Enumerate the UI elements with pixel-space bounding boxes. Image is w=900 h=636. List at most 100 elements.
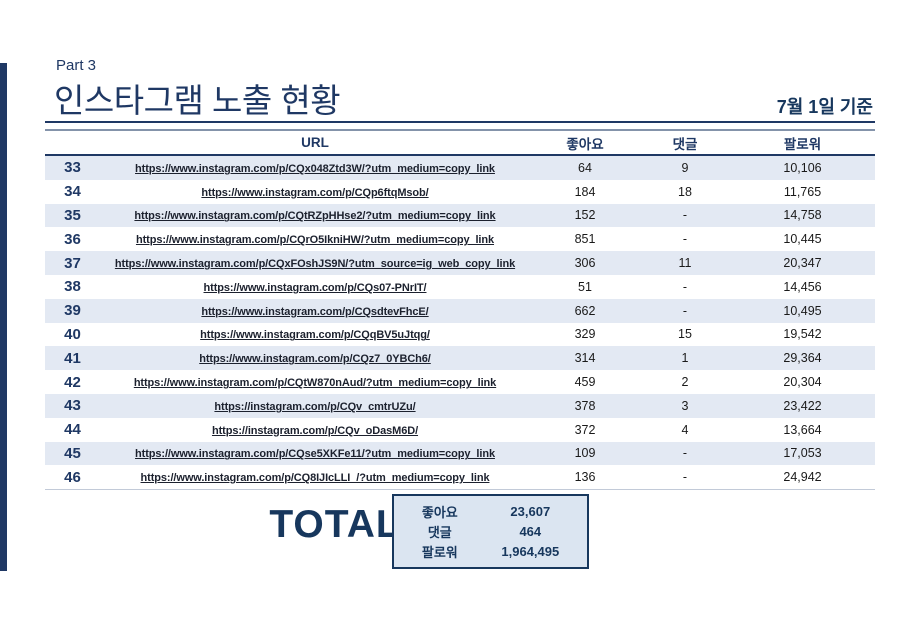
table-row: 41 https://www.instagram.com/p/CQz7_0YBC… <box>45 346 875 371</box>
row-number: 35 <box>64 206 81 224</box>
post-url-link[interactable]: https://instagram.com/p/CQv_cmtrUZu/ <box>214 400 416 413</box>
row-number: 34 <box>64 183 81 201</box>
table-row: 45 https://www.instagram.com/p/CQse5XKFe… <box>45 441 875 466</box>
post-url-link[interactable]: https://instagram.com/p/CQv_oDasM6D/ <box>211 424 419 437</box>
followers-value: 10,445 <box>783 232 822 247</box>
followers-value: 29,364 <box>783 351 822 366</box>
row-number: 44 <box>64 421 81 439</box>
comments-value: - <box>682 303 688 318</box>
row-number: 36 <box>64 230 81 248</box>
post-url-link[interactable]: https://www.instagram.com/p/CQsdtevFhcE/ <box>201 305 429 318</box>
post-url-link[interactable]: https://www.instagram.com/p/CQxFOshJS9N/… <box>114 258 516 271</box>
likes-value: 851 <box>574 232 596 247</box>
table-row: 38 https://www.instagram.com/p/CQs07-PNr… <box>45 275 875 299</box>
table-row: 34 https://www.instagram.com/p/CQp6ftqMs… <box>45 180 875 204</box>
row-number: 33 <box>64 159 81 177</box>
comments-value: 2 <box>681 375 689 390</box>
followers-value: 11,765 <box>783 184 822 199</box>
header-followers: 팔로워 <box>783 136 822 152</box>
table-header-row: URL 좋아요 댓글 팔로워 <box>45 129 875 156</box>
row-number: 40 <box>64 325 81 343</box>
total-metric-label: 댓글 <box>427 524 452 540</box>
title-underline <box>45 121 875 123</box>
row-number: 42 <box>64 373 81 391</box>
followers-value: 13,664 <box>783 422 822 437</box>
followers-value: 20,304 <box>783 375 822 390</box>
followers-value: 10,495 <box>783 303 822 318</box>
table-row: 33 https://www.instagram.com/p/CQx048Ztd… <box>45 156 875 180</box>
likes-value: 306 <box>574 256 596 271</box>
total-metric-value: 1,964,495 <box>501 544 560 560</box>
followers-value: 17,053 <box>783 446 822 461</box>
likes-value: 51 <box>578 279 592 294</box>
row-number: 43 <box>64 397 81 415</box>
likes-value: 152 <box>574 208 596 223</box>
likes-value: 662 <box>574 303 596 318</box>
page-title: 인스타그램 노출 현황 <box>54 82 341 119</box>
comments-value: - <box>682 232 688 247</box>
comments-value: - <box>682 470 688 485</box>
table-body: 33 https://www.instagram.com/p/CQx048Ztd… <box>45 156 875 491</box>
total-row: 댓글 464 <box>400 522 581 541</box>
followers-value: 10,106 <box>783 160 822 175</box>
followers-value: 23,422 <box>783 398 822 413</box>
comments-value: - <box>682 446 688 461</box>
row-number: 45 <box>64 444 81 462</box>
table-row: 36 https://www.instagram.com/p/CQrO5Ikni… <box>45 227 875 251</box>
comments-value: 4 <box>681 422 689 437</box>
total-metric-label: 팔로워 <box>421 545 458 561</box>
header-comments: 댓글 <box>672 136 698 152</box>
row-number: 38 <box>64 278 81 296</box>
comments-value: 9 <box>681 160 689 175</box>
post-url-link[interactable]: https://www.instagram.com/p/CQs07-PNrIT/ <box>203 281 427 294</box>
post-url-link[interactable]: https://www.instagram.com/p/CQrO5IkniHW/… <box>135 234 495 247</box>
post-url-link[interactable]: https://www.instagram.com/p/CQ8IJIcLLI_/… <box>140 472 490 485</box>
followers-value: 24,942 <box>783 470 822 485</box>
total-metric-value: 23,607 <box>510 503 551 519</box>
total-metric-label: 좋아요 <box>421 504 458 520</box>
comments-value: 1 <box>681 351 689 366</box>
instagram-url-table: URL 좋아요 댓글 팔로워 33 https://www.instagram.… <box>45 129 875 491</box>
post-url-link[interactable]: https://www.instagram.com/p/CQtW870nAud/… <box>133 377 497 390</box>
left-accent-bar <box>0 63 7 571</box>
table-row: 43 https://instagram.com/p/CQv_cmtrUZu/ … <box>45 393 875 418</box>
followers-value: 14,456 <box>783 279 822 294</box>
likes-value: 136 <box>574 470 596 485</box>
post-url-link[interactable]: https://www.instagram.com/p/CQz7_0YBCh6/ <box>199 353 431 366</box>
table-row: 42 https://www.instagram.com/p/CQtW870nA… <box>45 370 875 394</box>
row-number: 39 <box>64 302 81 320</box>
total-row: 좋아요 23,607 <box>400 502 581 521</box>
followers-value: 14,758 <box>783 208 822 223</box>
likes-value: 459 <box>574 375 596 390</box>
comments-value: 18 <box>678 184 692 199</box>
row-number: 41 <box>64 349 81 367</box>
total-row: 팔로워 1,964,495 <box>400 542 581 561</box>
likes-value: 372 <box>574 422 596 437</box>
post-url-link[interactable]: https://www.instagram.com/p/CQx048Ztd3W/… <box>135 162 495 175</box>
table-row: 37 https://www.instagram.com/p/CQxFOshJS… <box>45 251 875 275</box>
table-row: 44 https://instagram.com/p/CQv_oDasM6D/ … <box>45 418 875 442</box>
comments-value: 15 <box>678 327 692 342</box>
total-label: TOTAL <box>269 503 401 546</box>
comments-value: - <box>682 208 688 223</box>
post-url-link[interactable]: https://www.instagram.com/p/CQse5XKFe11/… <box>135 448 495 461</box>
likes-value: 314 <box>574 351 596 366</box>
likes-value: 64 <box>578 160 592 175</box>
total-metric-value: 464 <box>519 523 542 539</box>
header-url: URL <box>301 135 329 150</box>
likes-value: 329 <box>574 327 596 342</box>
row-number: 37 <box>64 254 81 272</box>
comments-value: 3 <box>681 398 689 413</box>
post-url-link[interactable]: https://www.instagram.com/p/CQp6ftqMsob/ <box>201 186 429 199</box>
total-summary-box: 좋아요 23,607 댓글 464 팔로워 1,964,495 <box>392 494 589 569</box>
table-row: 40 https://www.instagram.com/p/CQqBV5uJt… <box>45 323 875 347</box>
likes-value: 109 <box>574 446 596 461</box>
header-likes: 좋아요 <box>566 136 604 152</box>
comments-value: 11 <box>678 256 692 271</box>
comments-value: - <box>682 279 688 294</box>
post-url-link[interactable]: https://www.instagram.com/p/CQtRZpHHse2/… <box>134 210 496 223</box>
table-row: 46 https://www.instagram.com/p/CQ8IJIcLL… <box>45 465 875 489</box>
followers-value: 20,347 <box>783 256 822 271</box>
post-url-link[interactable]: https://www.instagram.com/p/CQqBV5uJtqg/ <box>200 329 430 342</box>
